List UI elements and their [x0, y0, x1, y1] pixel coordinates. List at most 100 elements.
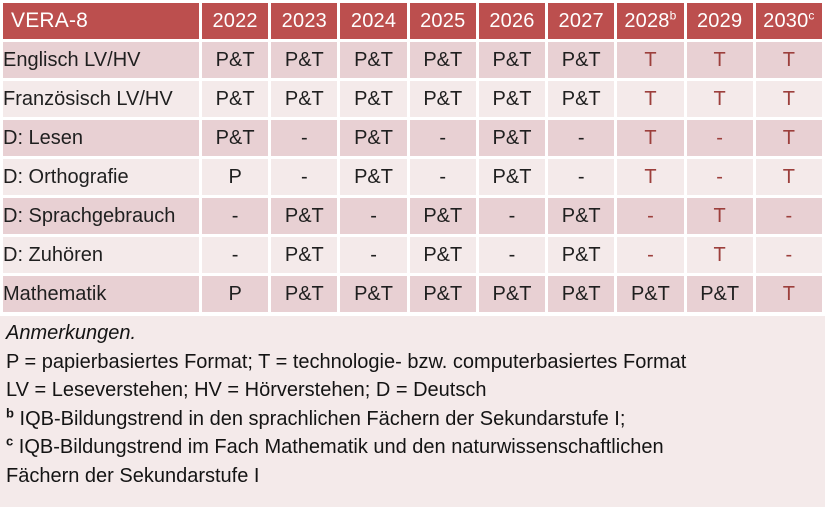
cell: P&T — [202, 120, 269, 156]
cell: - — [686, 120, 753, 156]
year-header-2028: 2028b — [617, 3, 684, 39]
cell: P&T — [271, 42, 338, 78]
table-row: Französisch LV/HV P&T P&T P&T P&T P&T P&T T T T — [3, 81, 822, 117]
cell: P&T — [478, 159, 546, 195]
cell: - — [271, 159, 338, 195]
cell: P&T — [409, 276, 476, 312]
cell: T — [686, 198, 753, 234]
cell: - — [202, 237, 269, 273]
cell: P&T — [202, 81, 269, 117]
row-label: D: Lesen — [3, 120, 199, 156]
cell: P&T — [271, 198, 338, 234]
row-label: Französisch LV/HV — [3, 81, 199, 117]
cell: P&T — [478, 81, 546, 117]
cell: - — [548, 120, 615, 156]
vera8-assessment-table: VERA-8 2022 2023 2024 2025 2026 2027 2028b 2029 2… — [3, 3, 822, 312]
cell: P&T — [340, 159, 407, 195]
cell: - — [755, 198, 822, 234]
note-line: b IQB-Bildungstrend in den sprachlichen … — [6, 404, 626, 430]
table-row: Englisch LV/HV P&T P&T P&T P&T P&T P&T T T T — [3, 42, 822, 78]
cell: P&T — [340, 276, 407, 312]
table-row: D: Zuhören - P&T - P&T - P&T - T - — [3, 237, 822, 273]
cell: - — [617, 237, 684, 273]
cell: - — [202, 198, 269, 234]
notes-section: Anmerkungen. P = papierbasiertes Format;… — [0, 316, 825, 507]
row-label: D: Zuhören — [3, 237, 199, 273]
cell: P — [202, 276, 269, 312]
cell: - — [409, 159, 476, 195]
cell: P&T — [340, 42, 407, 78]
year-header-2024: 2024 — [340, 3, 407, 39]
cell: P&T — [478, 120, 546, 156]
cell: P&T — [478, 276, 546, 312]
cell: T — [686, 42, 753, 78]
row-label: Mathematik — [3, 276, 199, 312]
note-line: LV = Leseverstehen; HV = Hörverstehen; D… — [6, 379, 487, 401]
table-title: VERA-8 — [3, 3, 199, 39]
row-label: D: Orthografie — [3, 159, 199, 195]
year-header-2030: 2030c — [755, 3, 822, 39]
cell: T — [686, 81, 753, 117]
cell: P&T — [686, 276, 753, 312]
row-label: D: Sprachgebrauch — [3, 198, 199, 234]
cell: T — [755, 120, 822, 156]
table-row: D: Lesen P&T - P&T - P&T - T - T — [3, 120, 822, 156]
year-header-2023: 2023 — [271, 3, 338, 39]
cell: P&T — [271, 81, 338, 117]
cell: P&T — [340, 81, 407, 117]
cell: P&T — [409, 237, 476, 273]
cell: - — [271, 120, 338, 156]
notes-lines: P = papierbasiertes Format; T = technolo… — [6, 348, 817, 491]
cell: P&T — [271, 237, 338, 273]
year-header-2029: 2029 — [686, 3, 753, 39]
cell: T — [755, 42, 822, 78]
cell: T — [617, 159, 684, 195]
header-row: VERA-8 2022 2023 2024 2025 2026 2027 2028b 2029 2… — [3, 3, 822, 39]
year-header-2025: 2025 — [409, 3, 476, 39]
cell: P&T — [340, 120, 407, 156]
cell: - — [340, 198, 407, 234]
footnote-marker-b: b — [669, 7, 677, 22]
cell: - — [478, 198, 546, 234]
cell: T — [617, 42, 684, 78]
cell: - — [409, 120, 476, 156]
cell: T — [617, 81, 684, 117]
cell: P&T — [617, 276, 684, 312]
row-label: Englisch LV/HV — [3, 42, 199, 78]
year-header-2026: 2026 — [478, 3, 546, 39]
cell: P&T — [478, 42, 546, 78]
cell: T — [755, 159, 822, 195]
cell: P&T — [548, 81, 615, 117]
cell: T — [686, 237, 753, 273]
footnote-marker-c: c — [808, 7, 815, 22]
cell: P&T — [409, 198, 476, 234]
table-body: Englisch LV/HV P&T P&T P&T P&T P&T P&T T T T Franz… — [3, 42, 822, 312]
footnote-marker-b: b — [6, 404, 14, 420]
cell: - — [686, 159, 753, 195]
cell: P — [202, 159, 269, 195]
cell: P&T — [409, 42, 476, 78]
notes-heading: Anmerkungen. — [6, 322, 137, 344]
cell: P&T — [548, 42, 615, 78]
cell: P&T — [548, 276, 615, 312]
cell: P&T — [548, 237, 615, 273]
cell: - — [340, 237, 407, 273]
cell: - — [548, 159, 615, 195]
cell: T — [755, 276, 822, 312]
table-row: Mathematik P P&T P&T P&T P&T P&T P&T P&T T — [3, 276, 822, 312]
cell: - — [755, 237, 822, 273]
table-row: D: Orthografie P - P&T - P&T - T - T — [3, 159, 822, 195]
cell: T — [617, 120, 684, 156]
footnote-marker-c: c — [6, 433, 14, 449]
cell: - — [617, 198, 684, 234]
cell: P&T — [409, 81, 476, 117]
table-row: D: Sprachgebrauch - P&T - P&T - P&T - T - — [3, 198, 822, 234]
cell: P&T — [271, 276, 338, 312]
year-header-2027: 2027 — [548, 3, 615, 39]
note-line: P = papierbasiertes Format; T = technolo… — [6, 350, 687, 373]
note-line: c IQB-Bildungstrend im Fach Mathematik u… — [6, 433, 664, 487]
cell: P&T — [202, 42, 269, 78]
cell: P&T — [548, 198, 615, 234]
cell: T — [755, 81, 822, 117]
